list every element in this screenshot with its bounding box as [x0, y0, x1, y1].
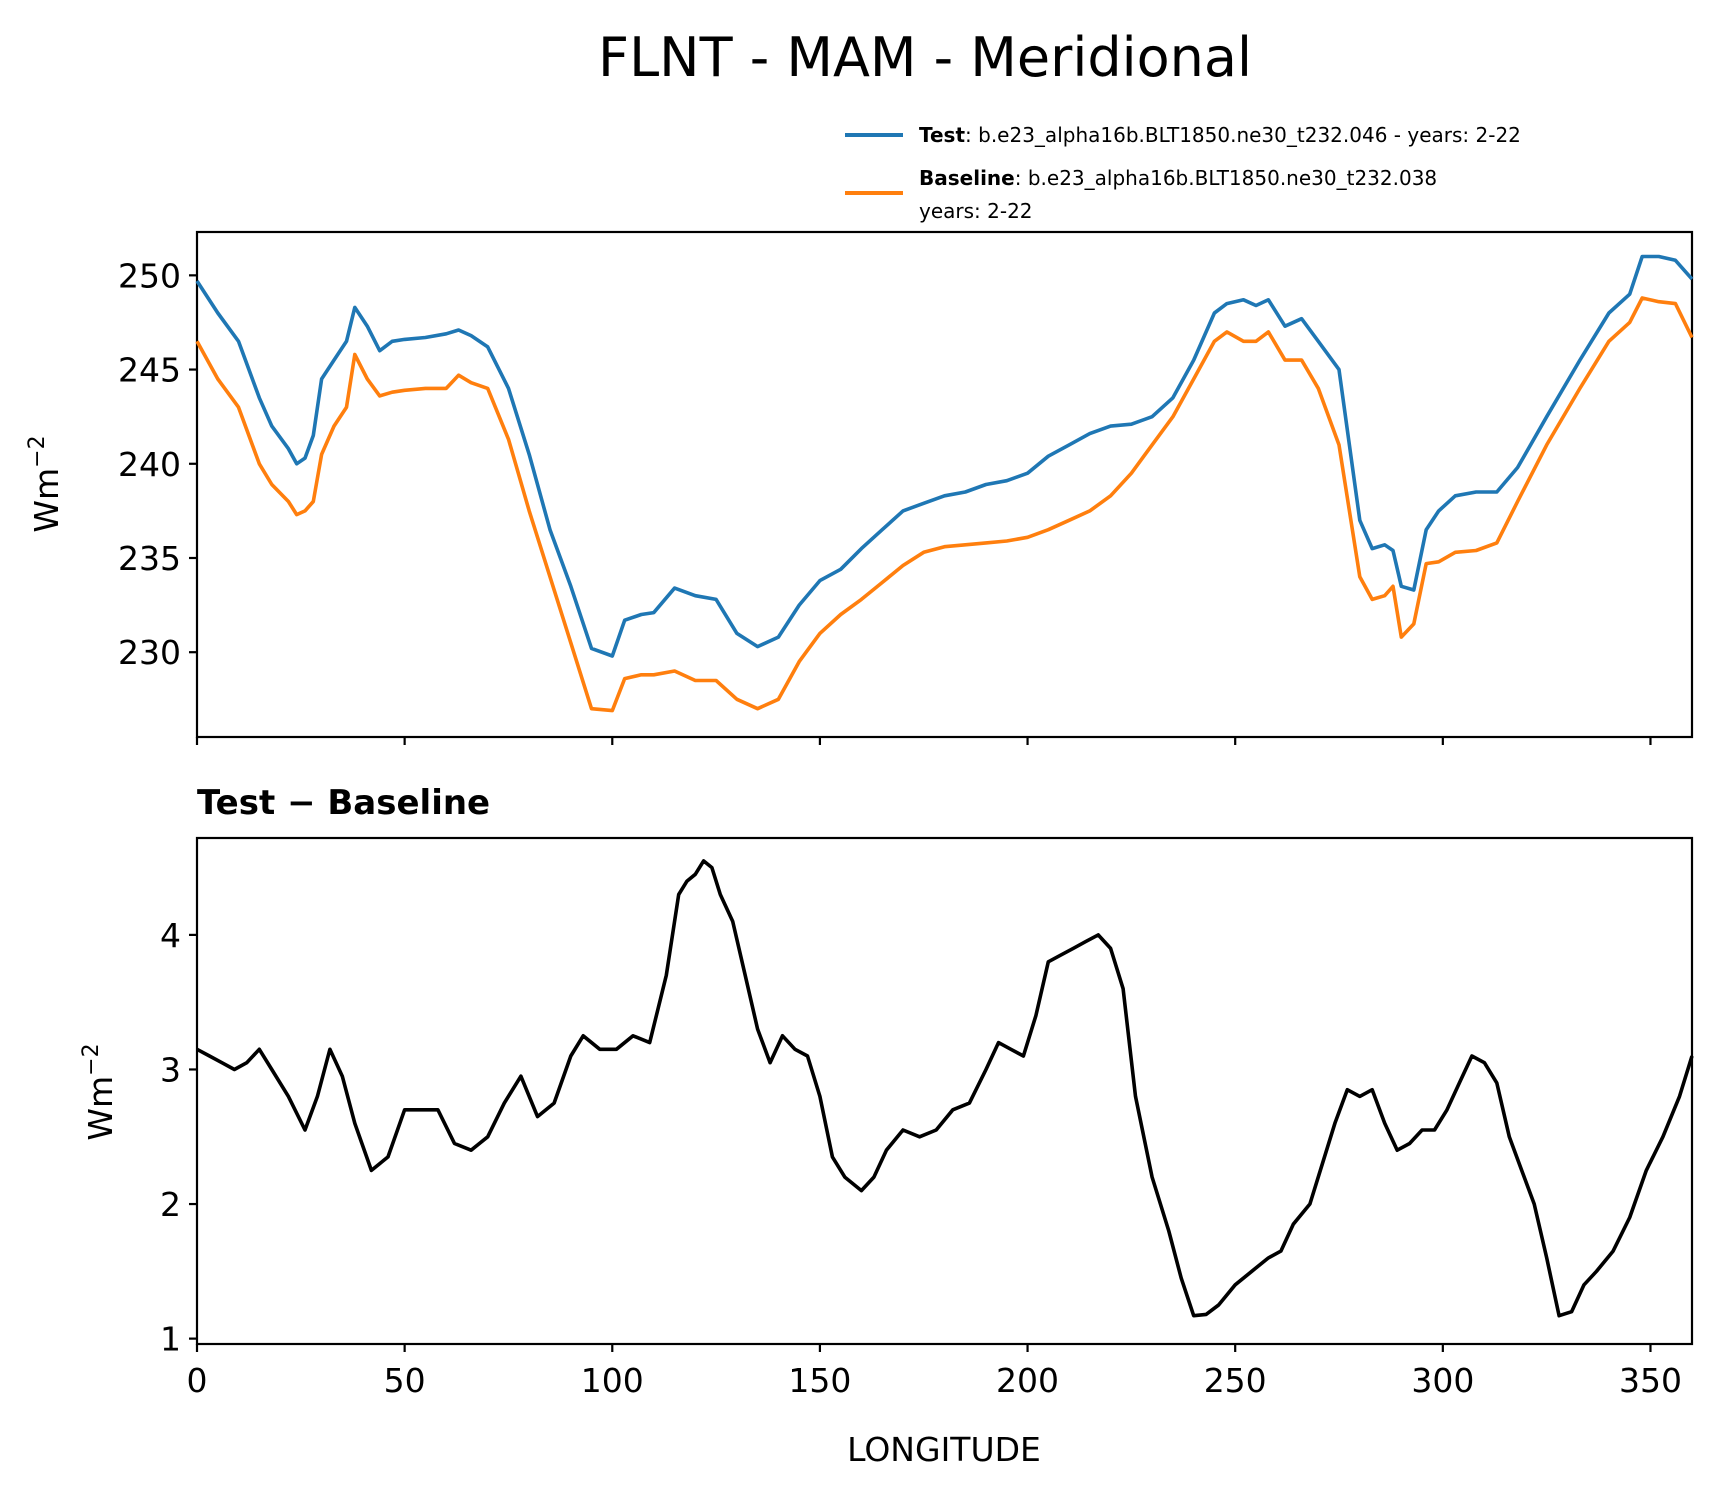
- x-tick-label: 350: [1619, 1361, 1682, 1400]
- top-y-axis-label: Wm−2: [25, 435, 66, 532]
- x-axis-label: LONGITUDE: [847, 1430, 1041, 1469]
- bottom-x-ticks: 0 50 100 150 200 250 300 350: [187, 1344, 1682, 1400]
- bottom-panel: 1 2 3 4 0 50 100 150 200 250 300 350 Wm−2 LONGITUD…: [79, 836, 1694, 1469]
- y-tick-label: 230: [118, 633, 181, 672]
- y-tick-label: 240: [118, 445, 181, 484]
- legend-label-test: Test: b.e23_alpha16b.BLT1850.ne30_t232.0…: [919, 123, 1521, 147]
- y-tick-label: 245: [118, 351, 181, 390]
- series-line-test-baseline: [196, 859, 1694, 1318]
- top-plot-frame: [195, 230, 1694, 739]
- bottom-y-axis-label: Wm−2: [79, 1043, 120, 1140]
- series-line-test: [195, 254, 1694, 658]
- x-tick-label: 200: [996, 1361, 1059, 1400]
- top-panel: 230 235 240 245 250 Wm−2: [25, 230, 1694, 745]
- x-tick-label: 300: [1411, 1361, 1474, 1400]
- legend-label-baseline-years: years: 2-22: [919, 199, 1033, 223]
- y-tick-label: 4: [160, 916, 181, 955]
- x-tick-label: 50: [384, 1361, 426, 1400]
- y-tick-label: 3: [160, 1050, 181, 1089]
- top-series: [195, 254, 1694, 713]
- bottom-series: [196, 859, 1694, 1318]
- series-line-baseline: [195, 296, 1694, 713]
- x-tick-label: 250: [1204, 1361, 1267, 1400]
- y-tick-label: 235: [118, 539, 181, 578]
- x-tick-label: 0: [187, 1361, 208, 1400]
- bottom-panel-title: Test − Baseline: [197, 783, 490, 823]
- top-x-ticks: [195, 737, 1652, 745]
- y-tick-label: 2: [160, 1185, 181, 1224]
- x-tick-label: 100: [581, 1361, 644, 1400]
- top-y-ticks: 230 235 240 245 250: [118, 256, 197, 672]
- x-tick-label: 150: [788, 1361, 851, 1400]
- y-tick-label: 250: [118, 256, 181, 295]
- legend-label-baseline: Baseline: b.e23_alpha16b.BLT1850.ne30_t2…: [919, 166, 1437, 190]
- y-tick-label: 1: [160, 1320, 181, 1359]
- bottom-plot-frame: [195, 836, 1694, 1346]
- bottom-y-ticks: 1 2 3 4: [160, 916, 197, 1359]
- figure-title: FLNT - MAM - Meridional: [598, 26, 1252, 89]
- legend: Test: b.e23_alpha16b.BLT1850.ne30_t232.0…: [845, 123, 1521, 223]
